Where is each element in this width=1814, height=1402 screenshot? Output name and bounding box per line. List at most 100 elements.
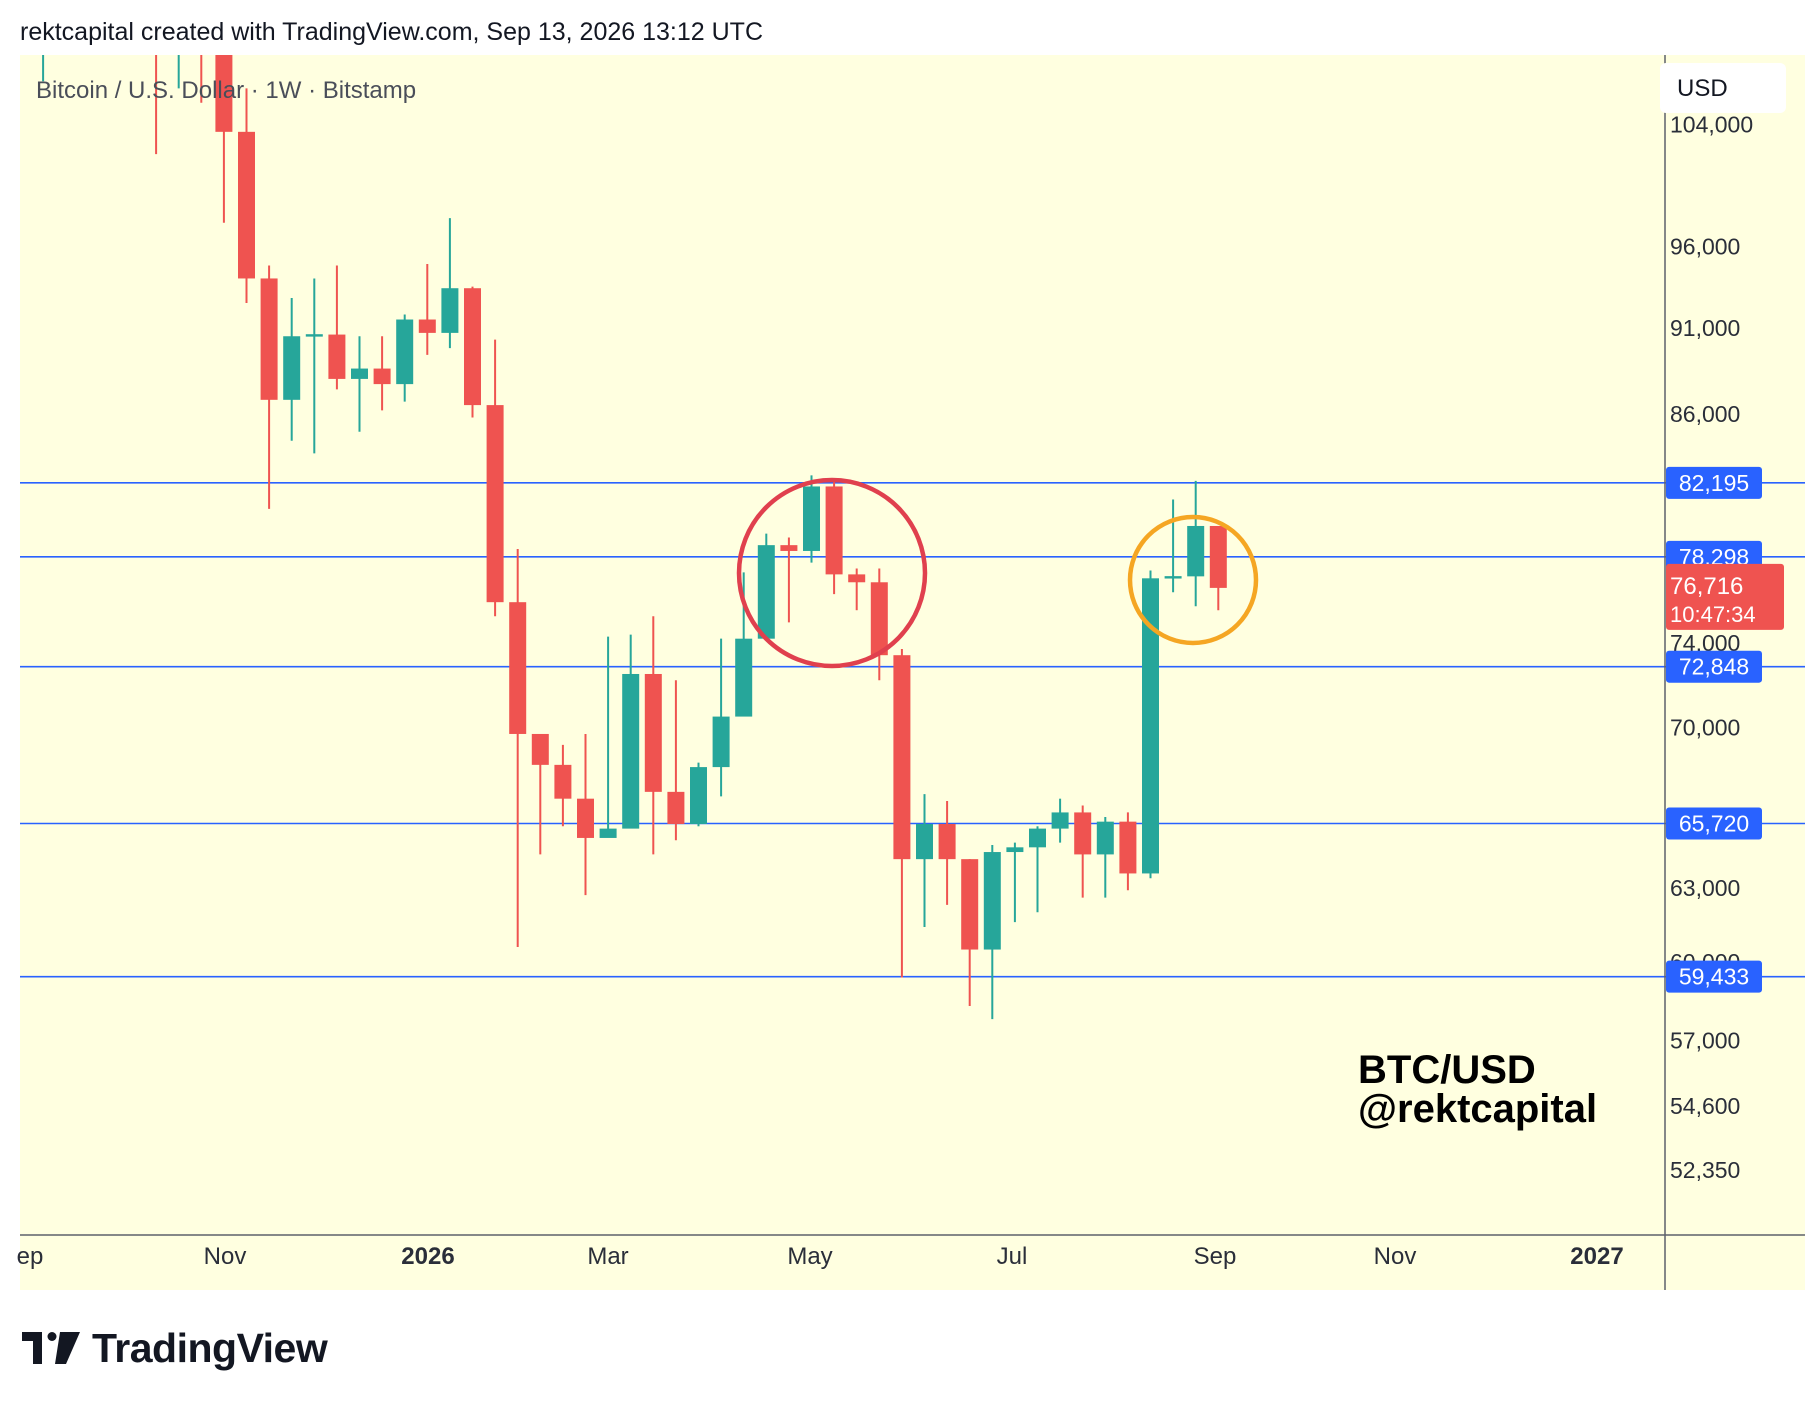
chart-background: [20, 55, 1805, 1290]
candle-body: [983, 852, 1001, 950]
candle: [712, 638, 730, 797]
candle: [1209, 525, 1227, 611]
candle-body: [1209, 525, 1227, 588]
candle-body: [1006, 847, 1024, 853]
level-price-tag: 72,848: [1666, 650, 1762, 683]
candle-body: [396, 319, 414, 385]
candle-body: [893, 655, 911, 860]
y-tick-label: 63,000: [1670, 875, 1740, 901]
candlestick-series: [42, 0, 1227, 1020]
last-price-value: 76,716: [1670, 573, 1743, 600]
candle: [599, 636, 617, 838]
candle: [803, 475, 820, 563]
level-price-tag: 59,433: [1666, 960, 1762, 993]
candle-body: [780, 545, 798, 551]
currency-label: USD: [1677, 75, 1728, 102]
y-tick-label: 104,000: [1670, 112, 1753, 138]
x-tick-label: 2027: [1570, 1243, 1623, 1270]
candle: [1142, 570, 1159, 879]
candle-body: [328, 334, 346, 379]
x-tick-label: Sep: [1194, 1243, 1237, 1270]
candle: [531, 733, 549, 855]
candle: [961, 859, 979, 1006]
candle-body: [577, 798, 594, 838]
candle: [825, 480, 843, 595]
candle: [57, 0, 74, 32]
x-tick-label: Nov: [204, 1243, 247, 1270]
candle-body: [238, 131, 255, 279]
candle: [509, 549, 527, 948]
candle: [1119, 812, 1137, 891]
symbol-title: Bitcoin / U.S. Dollar · 1W · Bitstamp: [36, 77, 416, 104]
candle: [42, 55, 45, 82]
candle-body: [373, 368, 391, 385]
candle: [177, 55, 180, 89]
candle-body: [215, 55, 233, 132]
candle-body: [1051, 812, 1069, 829]
candle: [916, 794, 933, 928]
highlight-circles: [736, 477, 1259, 669]
candle-body: [916, 823, 933, 860]
candle-body: [509, 602, 527, 734]
candle: [622, 634, 640, 829]
level-price-text: 72,848: [1679, 654, 1749, 680]
candle: [757, 533, 775, 641]
candle: [305, 278, 323, 454]
x-tick-label: 2026: [401, 1243, 454, 1270]
x-tick-label: Nov: [1374, 1243, 1417, 1270]
y-tick-label: 70,000: [1670, 714, 1740, 740]
candle: [1051, 798, 1069, 843]
chart-attribution: rektcapital created with TradingView.com…: [20, 18, 764, 46]
candle: [102, 0, 119, 18]
annotation-handle: @rektcapital: [1358, 1087, 1597, 1131]
candle: [328, 265, 346, 390]
candle-body: [57, 0, 74, 12]
annotation-pair: BTC/USD: [1358, 1048, 1536, 1092]
x-tick-label: ep: [17, 1243, 44, 1270]
candle: [1096, 817, 1114, 898]
candle: [441, 218, 459, 349]
candle-body: [1187, 525, 1205, 577]
candle-body: [464, 288, 481, 406]
y-tick-label: 91,000: [1670, 315, 1740, 341]
y-tick-label: 57,000: [1670, 1027, 1740, 1053]
candle-body: [938, 823, 956, 860]
level-price-tag: 65,720: [1666, 807, 1762, 840]
candle-body: [486, 405, 504, 603]
candle: [215, 55, 233, 223]
level-price-text: 65,720: [1679, 811, 1749, 837]
y-tick-label: 86,000: [1670, 401, 1740, 427]
usd-currency-button[interactable]: USD: [1660, 63, 1786, 113]
candle-body: [193, 0, 210, 39]
candle: [238, 88, 255, 303]
candle: [577, 733, 594, 896]
candle: [983, 844, 1001, 1020]
last-price-countdown: 10:47:34: [1670, 602, 1756, 627]
candle-body: [1164, 576, 1182, 579]
y-tick-label: 52,350: [1670, 1157, 1740, 1183]
candle-body: [825, 486, 843, 575]
candle-body: [690, 767, 707, 824]
candle: [780, 537, 798, 623]
x-tick-label: Mar: [587, 1243, 628, 1270]
candle: [870, 568, 888, 681]
candle-body: [283, 336, 301, 400]
y-tick-label: 96,000: [1670, 233, 1740, 259]
candle: [486, 339, 504, 617]
candle: [667, 680, 685, 841]
x-tick-label: Jul: [997, 1243, 1028, 1270]
candle: [396, 314, 414, 402]
candle-body: [961, 859, 979, 950]
level-price-text: 59,433: [1679, 964, 1749, 990]
candle-body: [260, 278, 278, 400]
candle: [193, 0, 210, 103]
candle: [1029, 826, 1046, 913]
tradingview-logo: TradingView: [22, 1318, 328, 1378]
candle: [351, 336, 368, 432]
candle-body: [1029, 828, 1046, 848]
candle-body: [102, 0, 119, 5]
candle: [690, 762, 707, 827]
rejection-circle-may: [736, 477, 928, 669]
candle: [938, 800, 956, 905]
